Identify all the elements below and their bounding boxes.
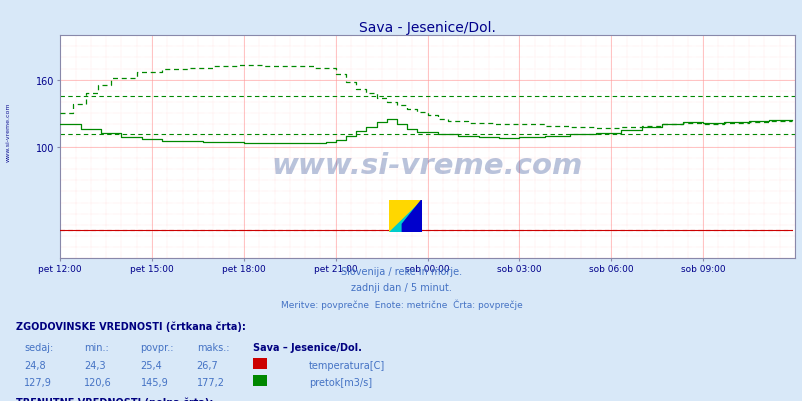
Polygon shape	[389, 200, 421, 233]
Text: sedaj:: sedaj:	[24, 342, 53, 352]
Text: www.si-vreme.com: www.si-vreme.com	[272, 151, 582, 179]
Polygon shape	[402, 200, 421, 233]
Text: 127,9: 127,9	[24, 377, 52, 387]
Text: Sava – Jesenice/Dol.: Sava – Jesenice/Dol.	[253, 342, 362, 352]
Text: maks.:: maks.:	[196, 342, 229, 352]
Text: 25,4: 25,4	[140, 360, 162, 370]
Text: min.:: min.:	[84, 342, 109, 352]
Text: ZGODOVINSKE VREDNOSTI (črtkana črta):: ZGODOVINSKE VREDNOSTI (črtkana črta):	[16, 320, 245, 331]
Text: Slovenija / reke in morje.: Slovenija / reke in morje.	[341, 267, 461, 277]
Text: 24,8: 24,8	[24, 360, 46, 370]
Text: zadnji dan / 5 minut.: zadnji dan / 5 minut.	[350, 283, 452, 293]
Polygon shape	[389, 200, 421, 233]
Text: 177,2: 177,2	[196, 377, 225, 387]
Text: Meritve: povprečne  Enote: metrične  Črta: povprečje: Meritve: povprečne Enote: metrične Črta:…	[280, 298, 522, 309]
Text: www.si-vreme.com: www.si-vreme.com	[6, 103, 10, 162]
Title: Sava - Jesenice/Dol.: Sava - Jesenice/Dol.	[358, 21, 496, 35]
Text: 120,6: 120,6	[84, 377, 112, 387]
Text: povpr.:: povpr.:	[140, 342, 174, 352]
Text: TRENUTNE VREDNOSTI (polna črta):: TRENUTNE VREDNOSTI (polna črta):	[16, 397, 213, 401]
Text: 26,7: 26,7	[196, 360, 218, 370]
Text: temperatura[C]: temperatura[C]	[309, 360, 385, 370]
Text: pretok[m3/s]: pretok[m3/s]	[309, 377, 372, 387]
Text: 24,3: 24,3	[84, 360, 106, 370]
Text: 145,9: 145,9	[140, 377, 168, 387]
